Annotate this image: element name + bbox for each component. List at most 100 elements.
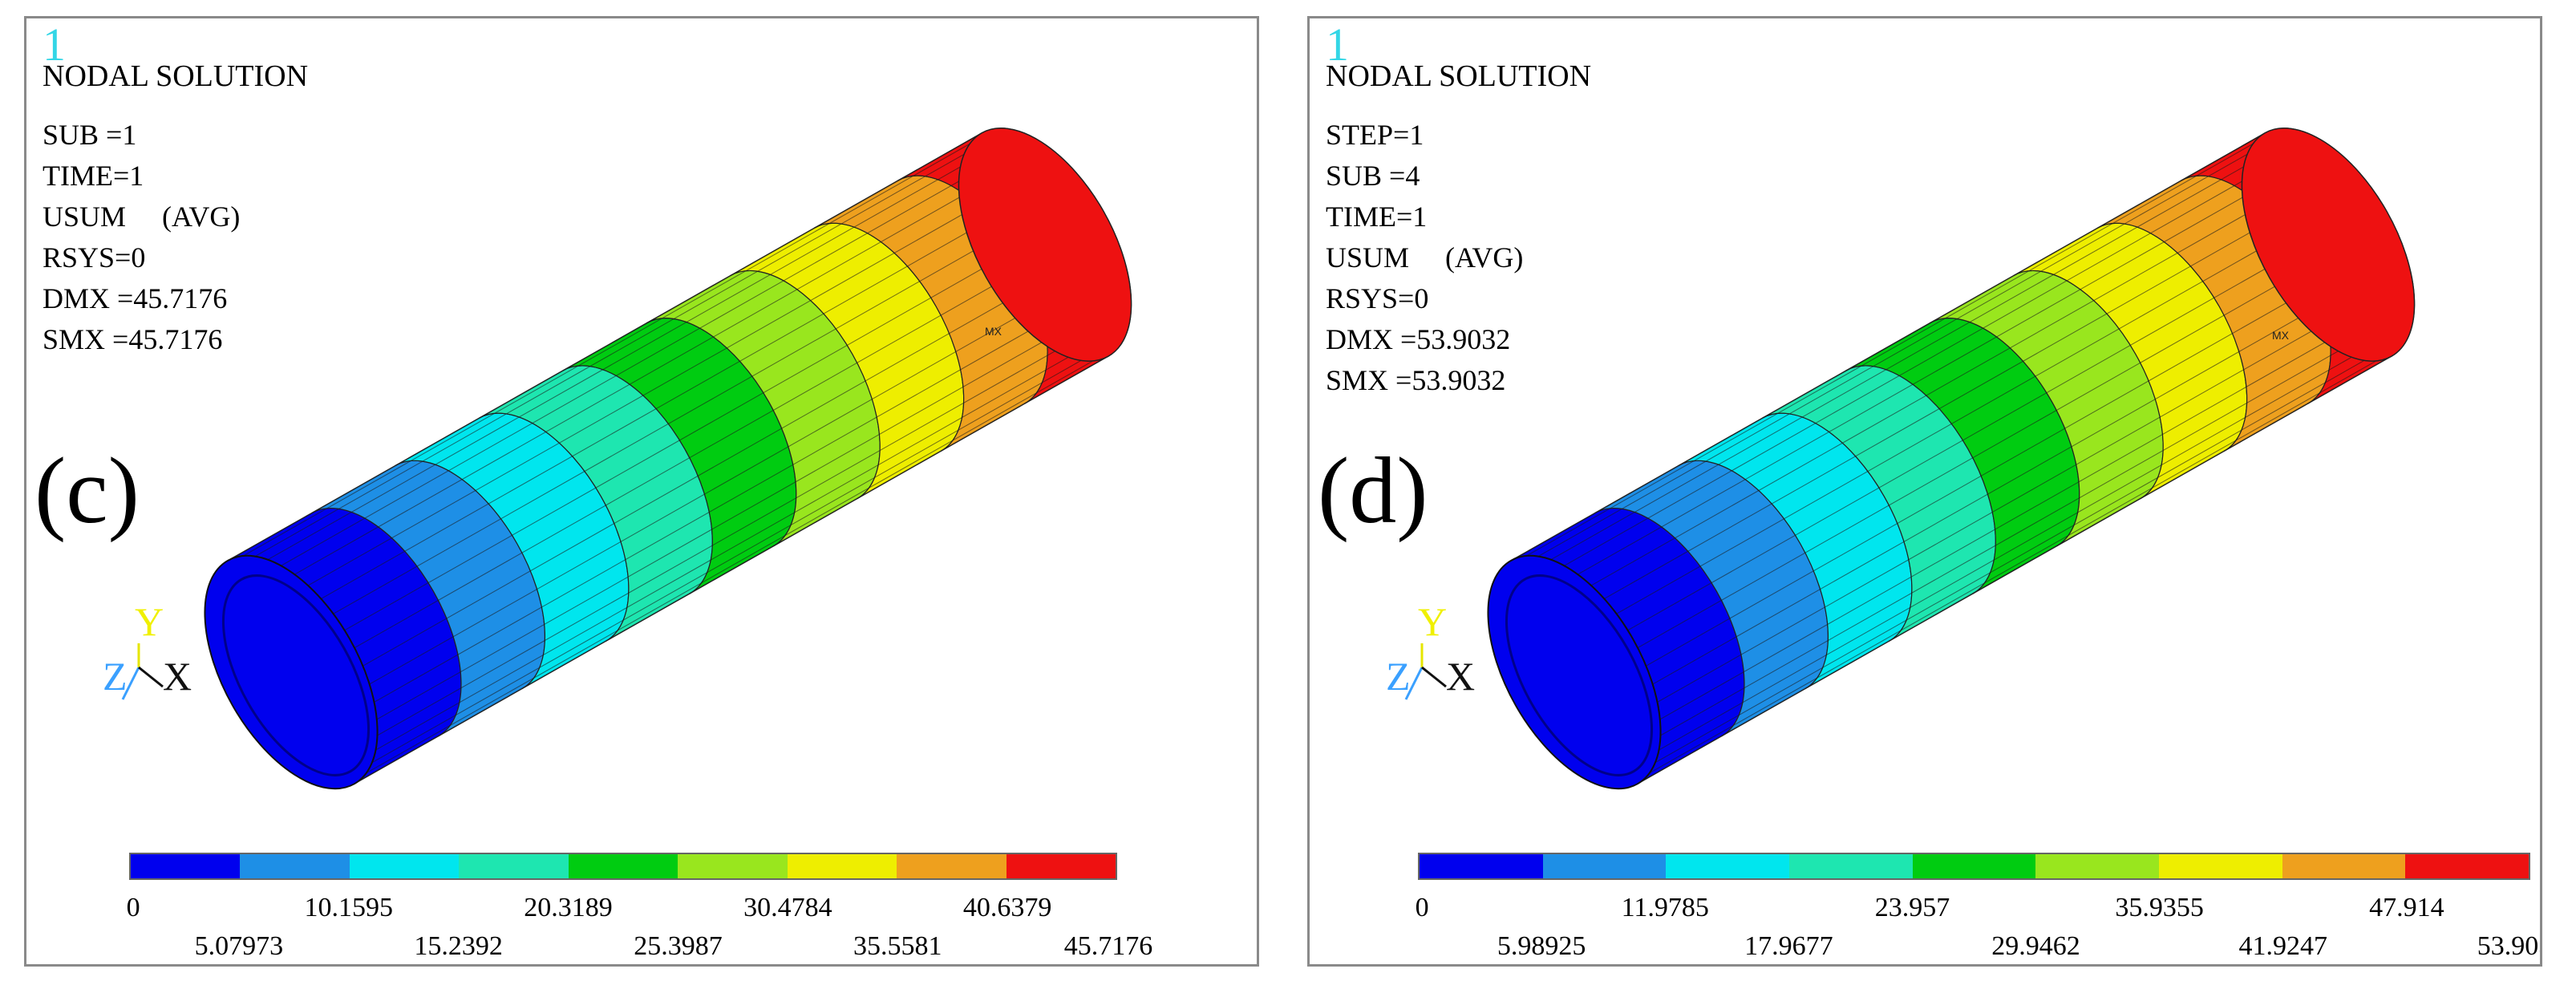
mesh-line xyxy=(249,172,1004,601)
mesh-line xyxy=(306,270,1060,699)
mesh-line xyxy=(349,347,1104,776)
z-axis-line xyxy=(1404,667,1424,700)
x-axis-line xyxy=(1421,666,1447,688)
legend-value: 23.957 xyxy=(1874,893,1950,922)
legend-swatch xyxy=(2282,854,2406,878)
solution-info: SUB =1 TIME=1 USUM (AVG) RSYS=0 DMX =45.… xyxy=(43,115,240,360)
legend-value: 0 xyxy=(126,893,140,922)
legend-swatch xyxy=(2159,854,2282,878)
plot-window-c: 1 NODAL SOLUTION SUB =1 TIME=1 USUM (AVG… xyxy=(24,16,1259,967)
legend-value: 41.9247 xyxy=(2238,931,2328,961)
legend-swatch xyxy=(787,854,897,878)
mesh-line xyxy=(1615,316,2370,745)
mesh-line xyxy=(332,316,1087,745)
legend-swatch xyxy=(1912,854,2036,878)
mesh-line xyxy=(338,329,1094,758)
legend-value: 45.7176 xyxy=(1063,931,1153,961)
color-legend-bar xyxy=(1418,853,2530,880)
info-line-dmx: DMX =53.9032 xyxy=(1326,323,1511,355)
max-marker: MX xyxy=(985,325,1002,338)
legend-value: 17.9677 xyxy=(1744,931,1833,961)
mesh-line xyxy=(295,253,1051,682)
legend-value: 10.1595 xyxy=(304,893,394,922)
mesh-line xyxy=(232,140,987,570)
legend-swatch xyxy=(568,854,678,878)
solution-title: NODAL SOLUTION xyxy=(1326,59,1592,93)
info-line-usum: USUM (AVG) xyxy=(43,201,241,233)
legend-value: 5.98925 xyxy=(1497,931,1586,961)
info-line-time: TIME=1 xyxy=(43,160,144,192)
mesh-line xyxy=(1635,352,2390,781)
info-line-dmx: DMX =45.7176 xyxy=(43,282,228,314)
axis-label-y: Y xyxy=(1418,599,1447,644)
legend-swatch xyxy=(349,854,460,878)
axis-label-x: X xyxy=(163,654,192,699)
far-end-cap xyxy=(958,128,1132,362)
axis-label-z: Z xyxy=(103,654,128,699)
legend-value: 11.9785 xyxy=(1621,893,1709,922)
legend-swatch xyxy=(131,854,241,878)
z-axis-line xyxy=(121,667,140,700)
mesh-line xyxy=(1637,355,2392,784)
mesh-line xyxy=(286,235,1041,664)
axis-label-z: Z xyxy=(1386,654,1411,699)
info-line-usum: USUM (AVG) xyxy=(1326,241,1524,274)
mesh-line xyxy=(266,201,1022,630)
mesh-line xyxy=(1569,235,2324,664)
mesh-line xyxy=(323,302,1079,732)
legend-swatch xyxy=(678,854,788,878)
mesh-line xyxy=(1549,201,2305,630)
legend-value: 47.914 xyxy=(2369,893,2444,922)
mesh-line xyxy=(257,185,1013,614)
panel-label: (c) xyxy=(34,438,140,543)
mesh-line xyxy=(1606,302,2362,732)
info-line-smx: SMX =45.7176 xyxy=(43,323,223,355)
mesh-line xyxy=(1533,172,2287,601)
legend-value: 30.4784 xyxy=(743,893,832,922)
axis-label-x: X xyxy=(1446,654,1475,699)
legend-value: 20.3189 xyxy=(524,893,613,922)
mesh-line xyxy=(1541,185,2296,614)
mesh-line xyxy=(237,148,991,578)
legend-swatch xyxy=(1006,854,1116,878)
window-number: 1 xyxy=(1326,18,1349,71)
mesh-line xyxy=(229,136,984,565)
legend-swatch xyxy=(1542,854,1667,878)
mesh-line xyxy=(1578,253,2334,682)
legend-value: 53.9032 xyxy=(2477,931,2540,961)
legend-value: 35.5581 xyxy=(853,931,942,961)
legend-value: 35.9355 xyxy=(2115,893,2204,922)
legend-value: 25.3987 xyxy=(634,931,723,961)
cylinder-model: YZ X MX xyxy=(103,128,1132,790)
solution-info: STEP=1 SUB =4 TIME=1 USUM (AVG) RSYS=0 D… xyxy=(1326,115,1523,401)
window-number: 1 xyxy=(43,18,66,71)
legend-swatch xyxy=(1420,854,1543,878)
mesh-line xyxy=(242,159,998,588)
legend-swatch xyxy=(2035,854,2160,878)
color-legend-bar xyxy=(129,853,1117,880)
mesh-line xyxy=(1628,339,2383,768)
mesh-line xyxy=(1589,270,2343,699)
legend-swatch xyxy=(2405,854,2529,878)
axis-label-y: Y xyxy=(135,599,164,644)
info-line-smx: SMX =53.9032 xyxy=(1326,364,1506,396)
info-line-sub: SUB =4 xyxy=(1326,160,1420,192)
inner-bore-ring xyxy=(221,574,371,776)
mesh-line xyxy=(1513,136,2267,565)
mesh-line xyxy=(1515,140,2270,570)
legend-swatch xyxy=(240,854,350,878)
mesh-line xyxy=(352,352,1107,781)
cylinder-model: YZ X MX xyxy=(1386,128,2416,790)
info-line-rsys: RSYS=0 xyxy=(1326,282,1429,314)
solution-title: NODAL SOLUTION xyxy=(43,59,309,93)
legend-value: 15.2392 xyxy=(414,931,503,961)
near-end-cap xyxy=(204,554,379,790)
mesh-line xyxy=(1525,159,2281,588)
plot-window-d: 1 NODAL SOLUTION STEP=1 SUB =4 TIME=1 US… xyxy=(1307,16,2542,967)
legend-value: 40.6379 xyxy=(962,893,1052,922)
legend-swatch xyxy=(1666,854,1790,878)
mesh-line xyxy=(1511,132,2266,561)
legend-value: 29.9462 xyxy=(1991,931,2080,961)
far-end-cap xyxy=(2241,128,2416,362)
mesh-line xyxy=(354,355,1108,784)
